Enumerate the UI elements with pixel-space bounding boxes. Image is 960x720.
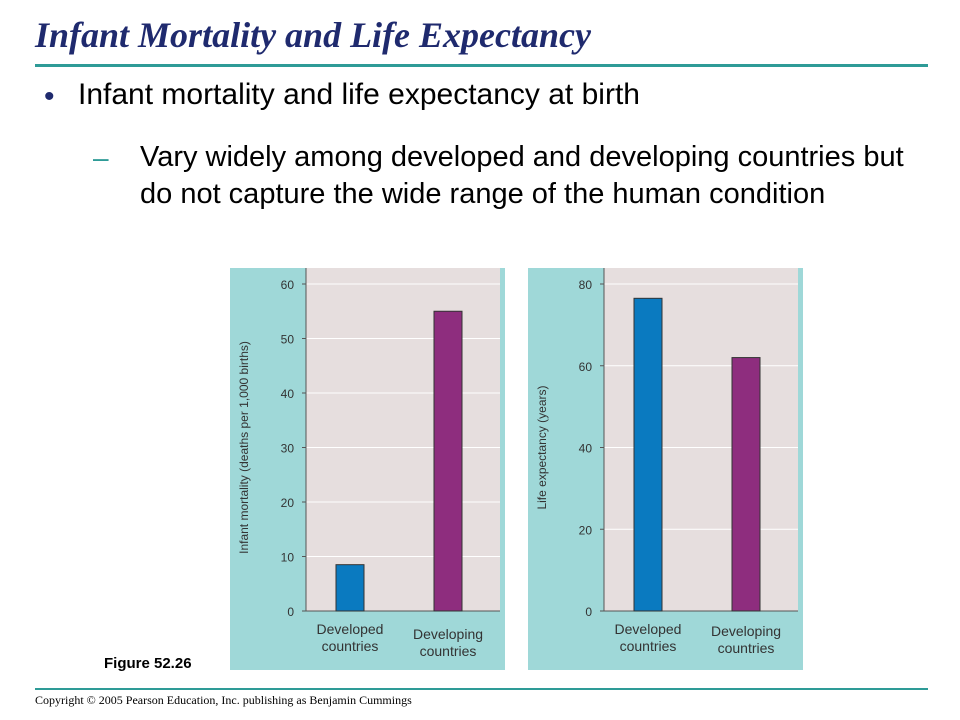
mortality-y-tick-label: 60 (281, 278, 295, 292)
life-expectancy-y-tick-label: 0 (585, 605, 592, 619)
mortality-y-tick-label: 20 (281, 496, 295, 510)
life-expectancy-y-tick-label: 80 (579, 278, 593, 292)
life-expectancy-category-label: countries (718, 640, 775, 656)
title-divider (35, 64, 928, 67)
life-expectancy-plot-area (604, 268, 798, 611)
life-expectancy-bar-developing (731, 357, 761, 612)
infant-mortality-chart-svg: 0102030405060DevelopedcountriesDevelopin… (237, 268, 500, 659)
mortality-y-tick-label: 0 (287, 605, 294, 619)
life-expectancy-y-tick-label: 40 (579, 442, 593, 456)
mortality-category-label: Developed (317, 621, 384, 637)
life-expectancy-category-label: Developed (615, 621, 682, 637)
infant-mortality-chart: 0 10 20 30 40 50 60 Developed countries Developin… (230, 268, 505, 670)
life-expectancy-chart-svg: 020406080DevelopedcountriesDevelopingcou… (535, 268, 798, 656)
life-expectancy-category-label: countries (620, 638, 677, 654)
life-expectancy-bar-developed (633, 297, 663, 612)
life-expectancy-y-tick-label: 60 (579, 360, 593, 374)
bullet-dot-icon: • (44, 80, 55, 113)
mortality-y-tick-label: 50 (281, 333, 295, 347)
sub-bullet-text: Vary widely among developed and developi… (140, 141, 904, 210)
footer-divider (35, 688, 928, 690)
mortality-y-tick-label: 40 (281, 387, 295, 401)
mortality-bar-developing (433, 310, 463, 612)
mortality-y-axis-label: Infant mortality (deaths per 1,000 birth… (237, 341, 251, 554)
life-expectancy-y-tick-label: 20 (579, 523, 593, 537)
figure-label: Figure 52.26 (104, 655, 192, 672)
mortality-category-label: countries (322, 638, 379, 654)
mortality-category-label: Developing (413, 626, 483, 642)
bullet-text: Infant mortality and life expectancy at … (78, 78, 640, 111)
mortality-plot-area (306, 268, 500, 611)
mortality-category-label: countries (420, 643, 477, 659)
slide-title: Infant Mortality and Life Expectancy (35, 15, 591, 55)
mortality-y-tick-label: 30 (281, 442, 295, 456)
mortality-bar-developed (335, 564, 365, 612)
copyright-text: Copyright © 2005 Pearson Education, Inc.… (35, 693, 412, 707)
mortality-y-tick-label: 10 (281, 551, 295, 565)
life-expectancy-y-axis-label: Life expectancy (years) (535, 385, 549, 509)
life-expectancy-chart: 0 20 40 60 80 Developed countries Developing cou… (528, 268, 803, 670)
life-expectancy-category-label: Developing (711, 623, 781, 639)
sub-bullet-dash-icon: – (93, 142, 109, 173)
